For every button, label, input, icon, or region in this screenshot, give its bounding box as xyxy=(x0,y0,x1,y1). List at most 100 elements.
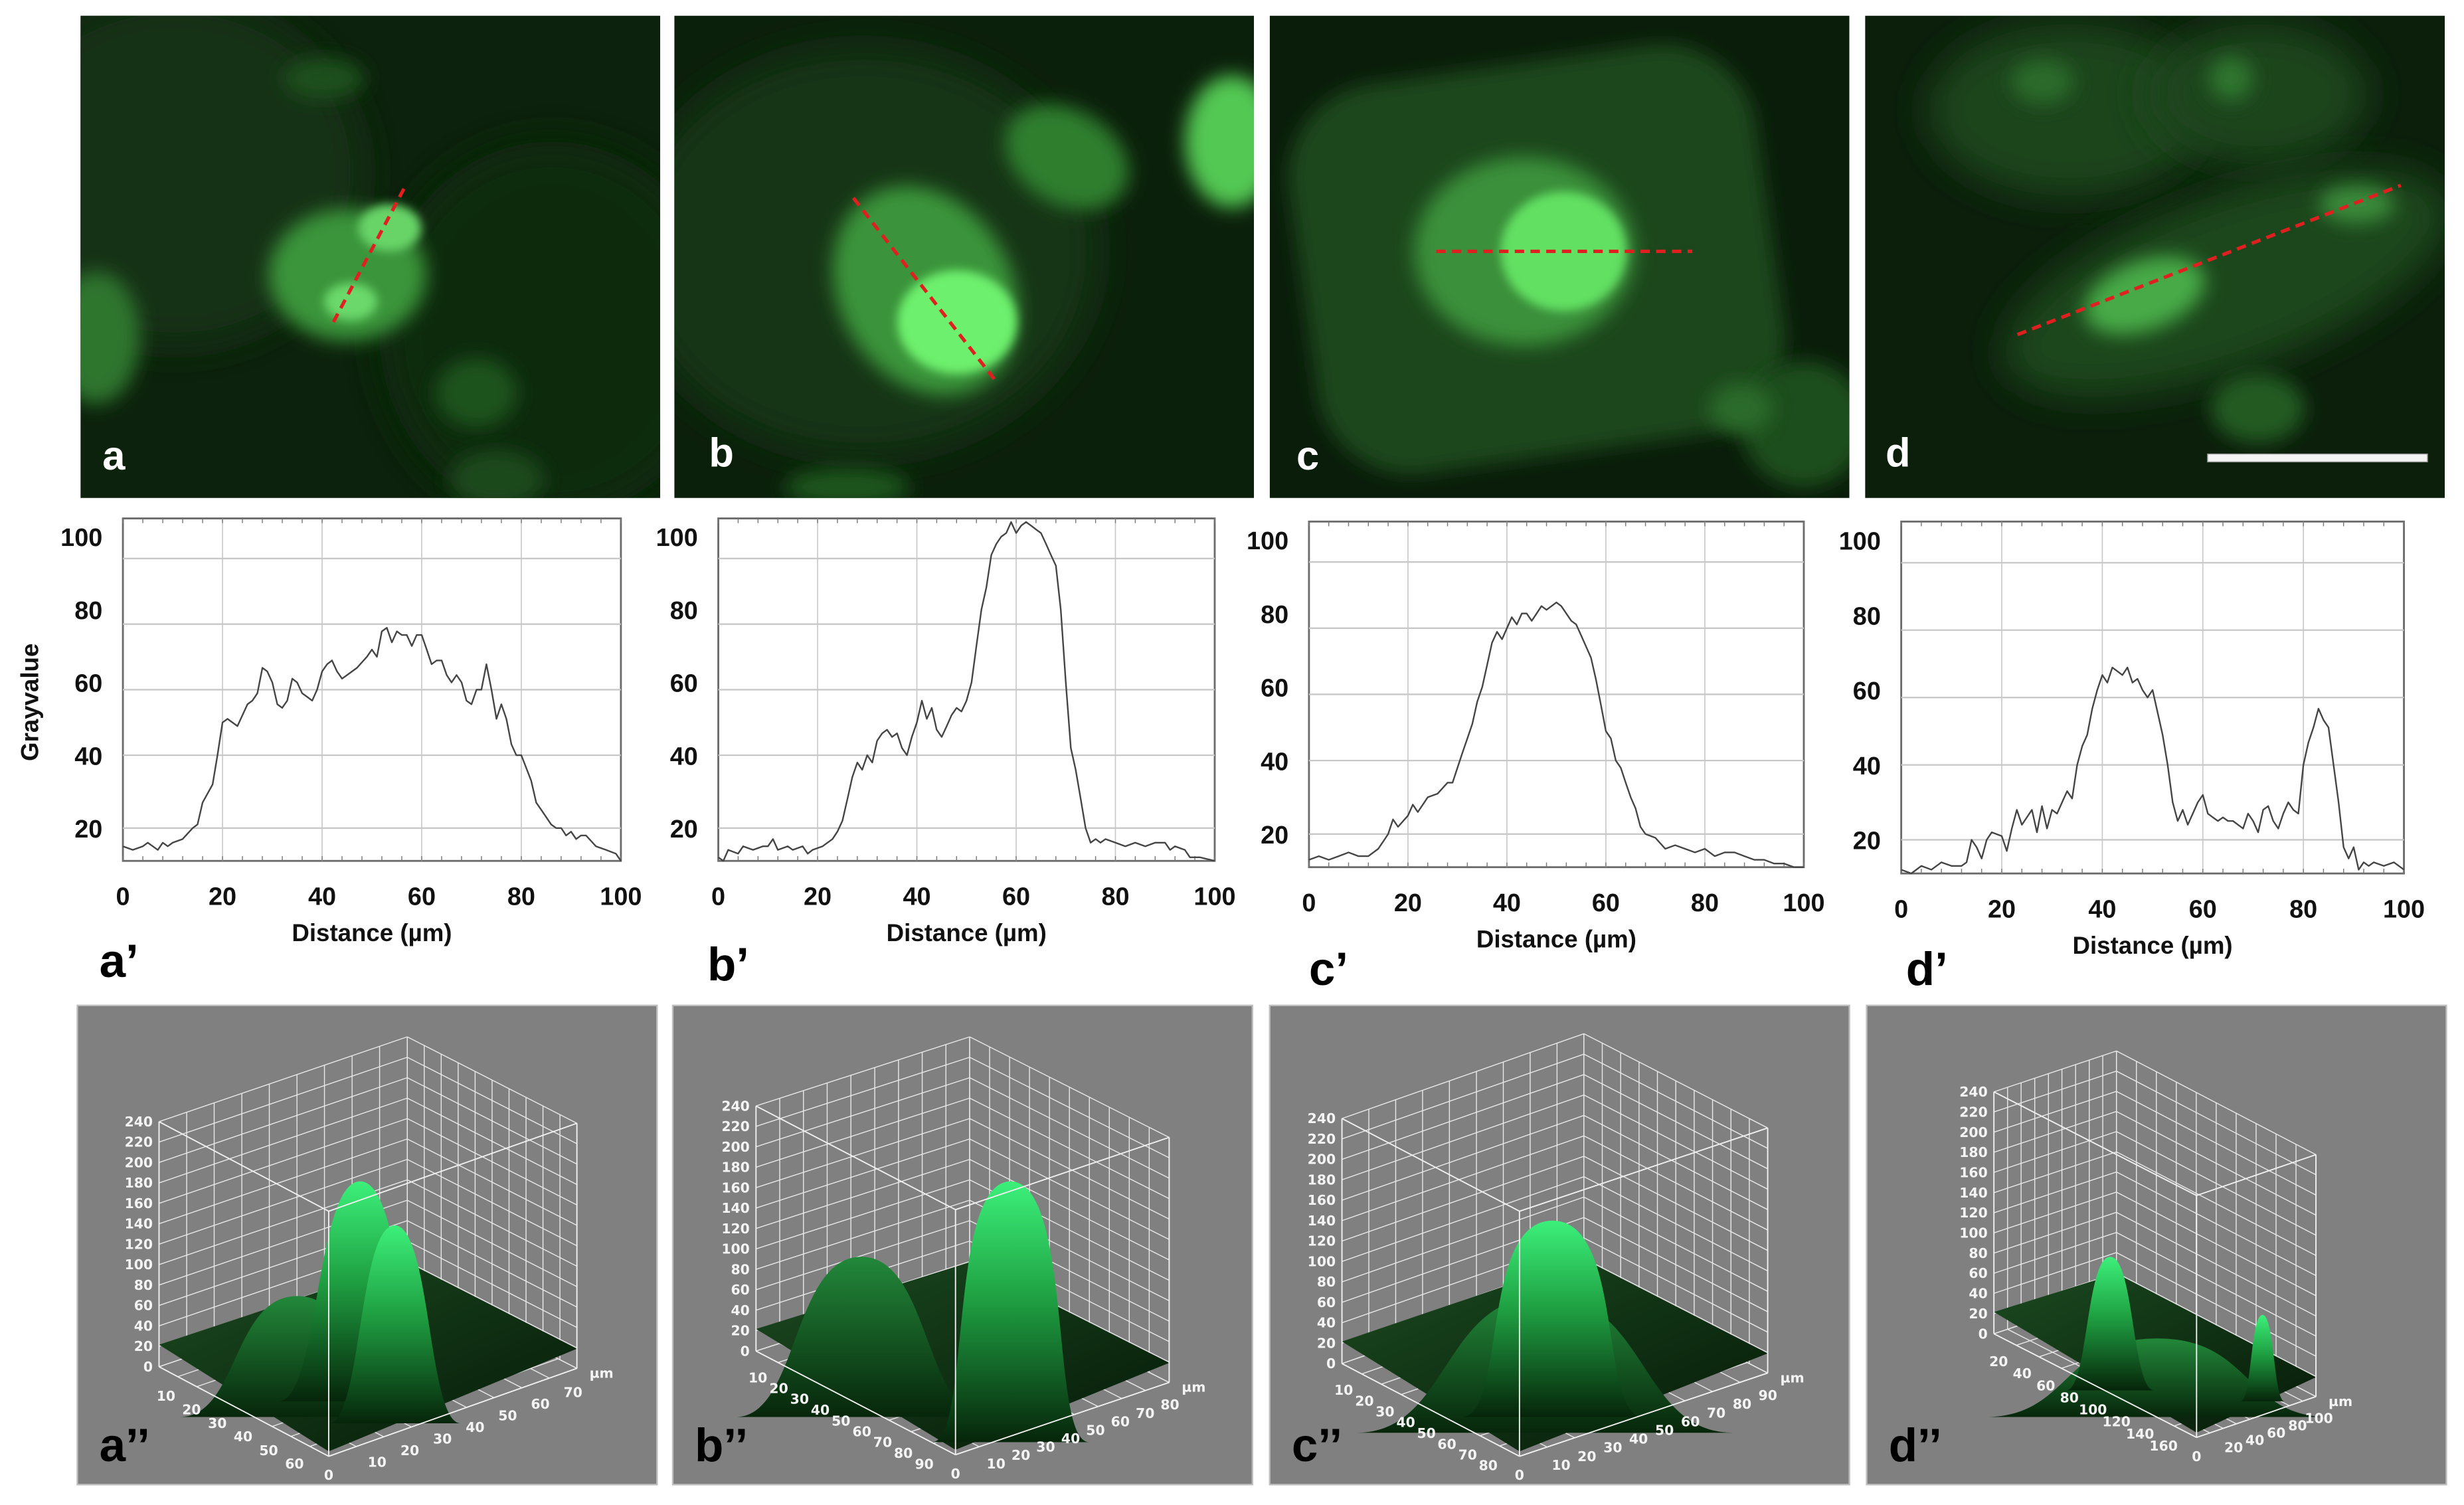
box-edge xyxy=(2196,1154,2317,1196)
y-tick-label: 60 xyxy=(74,670,102,698)
left-floor-tick-label: 20 xyxy=(1355,1393,1373,1409)
left-floor-tick-label: 70 xyxy=(873,1435,892,1451)
right-floor-tick-label: 50 xyxy=(1086,1422,1104,1438)
z-tick-label: 0 xyxy=(1326,1356,1336,1372)
left-floor-tick-label: 10 xyxy=(748,1370,767,1385)
z-tick-label: 120 xyxy=(721,1221,749,1237)
panel-label-double-prime: b’’ xyxy=(695,1419,748,1472)
z-tick-label: 40 xyxy=(1317,1315,1336,1331)
z-tick-label: 120 xyxy=(1959,1205,1987,1221)
right-floor-tick-label: 20 xyxy=(1577,1449,1596,1464)
z-tick-label: 140 xyxy=(721,1200,749,1216)
right-floor-tick-label: 70 xyxy=(564,1385,582,1401)
grid-line xyxy=(1342,1176,1585,1263)
grid-line xyxy=(1993,1171,2117,1213)
right-floor-tick-label: 10 xyxy=(368,1454,387,1470)
x-tick-label: 20 xyxy=(1988,895,2016,923)
grid-line xyxy=(1993,1110,2117,1153)
y-tick-label: 40 xyxy=(1853,752,1881,780)
right-floor-tick-label: 50 xyxy=(1655,1423,1674,1439)
y-tick-label: 100 xyxy=(656,524,698,552)
z-tick-label: 240 xyxy=(721,1098,749,1114)
micrograph-a: a xyxy=(80,15,661,498)
box-edge xyxy=(1519,1127,1768,1212)
grid-line xyxy=(756,1138,970,1209)
box-edge xyxy=(159,1366,329,1457)
z-tick-label: 180 xyxy=(1308,1172,1336,1188)
right-floor-tick-label: 60 xyxy=(531,1396,549,1412)
x-tick-label: 100 xyxy=(1193,883,1235,911)
grid-line xyxy=(1993,1231,2117,1274)
panel-label-d-prime: d’ xyxy=(1906,943,1948,996)
z-tick-label: 20 xyxy=(134,1338,153,1354)
z-tick-label: 140 xyxy=(1959,1185,1987,1201)
y-tick-label: 60 xyxy=(1853,677,1881,705)
x-axis-label: Distance (µm) xyxy=(887,919,1047,946)
x-tick-label: 20 xyxy=(209,883,236,911)
panel-label-double-prime: a’’ xyxy=(100,1419,150,1472)
right-floor-tick-label: 40 xyxy=(1629,1431,1648,1447)
z-tick-label: 20 xyxy=(1317,1335,1336,1351)
z-tick-label: 20 xyxy=(1969,1306,1987,1322)
right-floor-tick-label: 70 xyxy=(1136,1405,1154,1421)
right-floor-tick-label: 100 xyxy=(2305,1411,2332,1427)
left-floor-tick-label: 20 xyxy=(769,1381,788,1397)
panel-label-c-prime: c’ xyxy=(1309,943,1348,996)
z-tick-label: 120 xyxy=(1308,1233,1336,1249)
z-tick-label: 200 xyxy=(1308,1152,1336,1168)
box-edge xyxy=(1519,1372,1768,1457)
y-tick-label: 80 xyxy=(1853,602,1881,630)
surface-peak xyxy=(328,1225,461,1424)
profile-chart-b: 20 40 60 80 100 0 20 40 60 80 100 Distance (µm) xyxy=(656,517,1236,946)
z-tick-label: 160 xyxy=(1308,1192,1336,1208)
grid-line xyxy=(159,1158,408,1245)
z-tick-label: 200 xyxy=(125,1154,153,1170)
z-tick-label: 120 xyxy=(125,1236,153,1252)
micrograph-c: c xyxy=(1269,15,1850,498)
grid-line xyxy=(1993,1050,2117,1093)
panel-label-double-prime: c’’ xyxy=(1292,1419,1342,1472)
left-floor-tick-label: 30 xyxy=(208,1415,226,1431)
wireframe-front-edges xyxy=(1993,1091,2317,1439)
grid-line xyxy=(756,1077,970,1148)
x-tick-label: 100 xyxy=(600,883,642,911)
profile-chart-a: 20 40 60 80 100 0 20 40 60 80 100 Distance (µm) Gray… xyxy=(16,517,642,946)
right-floor-tick-label: 20 xyxy=(1012,1447,1030,1463)
z-tick-label: 40 xyxy=(731,1302,750,1318)
z-tick-label: 0 xyxy=(143,1359,153,1375)
z-tick-label: 0 xyxy=(741,1343,750,1359)
surface-peak xyxy=(735,1257,988,1417)
grid-line xyxy=(1342,1094,1585,1181)
box-edge xyxy=(1993,1333,2197,1439)
left-floor-tick-label: 40 xyxy=(234,1429,252,1445)
micrograph-d: d xyxy=(1865,15,2445,498)
x-axis-label: Distance (µm) xyxy=(292,919,452,946)
y-tick-label: 60 xyxy=(1261,675,1288,703)
right-floor-tick-label: 10 xyxy=(987,1456,1006,1472)
left-floor-tick-label: 40 xyxy=(2013,1366,2032,1381)
grid-line xyxy=(756,1158,970,1229)
z-tick-label: 100 xyxy=(1959,1225,1987,1241)
box-edge xyxy=(328,1122,577,1212)
z-tick-label: 60 xyxy=(731,1282,750,1298)
surface-peak xyxy=(2066,1257,2155,1391)
grid-line xyxy=(1342,1074,1585,1160)
left-floor-tick-label: 10 xyxy=(157,1388,175,1404)
z-tick-label: 220 xyxy=(1959,1104,1987,1120)
x-tick-label: 60 xyxy=(408,883,436,911)
left-floor-tick-label: 30 xyxy=(1375,1404,1394,1420)
wireframe-front-edges xyxy=(1341,1118,1769,1457)
box-edge xyxy=(955,1381,1170,1456)
unit-label: µm xyxy=(590,1365,614,1381)
right-floor-tick-label: 30 xyxy=(1036,1439,1055,1455)
z-tick-label: 220 xyxy=(721,1118,749,1134)
profile-line-marker xyxy=(851,197,998,383)
y-tick-label: 80 xyxy=(670,597,698,625)
left-floor-tick-label: 70 xyxy=(1458,1447,1477,1462)
x-tick-label: 40 xyxy=(903,883,930,911)
y-tick-label: 80 xyxy=(74,597,102,625)
origin-tick-label: 0 xyxy=(1515,1467,1524,1483)
box-edge xyxy=(2196,1395,2317,1439)
left-floor-tick-label: 60 xyxy=(285,1456,304,1472)
box-edge xyxy=(1342,1363,1520,1457)
